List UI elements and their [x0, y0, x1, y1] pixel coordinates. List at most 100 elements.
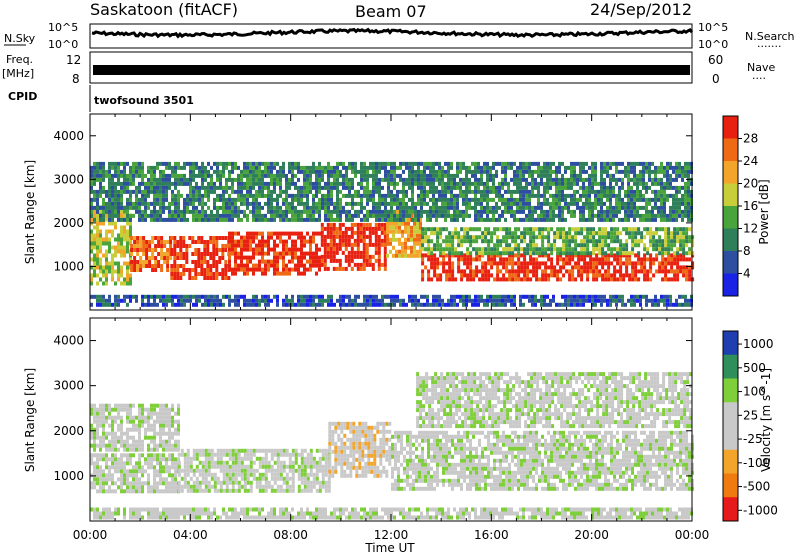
heatmap-cell — [516, 169, 519, 174]
heatmap-cell — [249, 173, 252, 178]
nsearch-tick-low: 10^0 — [698, 38, 728, 51]
heatmap-cell — [273, 189, 276, 194]
heatmap-cell — [169, 244, 173, 248]
heatmap-cell — [171, 302, 174, 307]
heatmap-cell — [507, 197, 510, 202]
heatmap-cell — [438, 294, 441, 299]
heatmap-cell — [649, 269, 653, 274]
heatmap-cell — [561, 181, 564, 186]
heatmap-cell — [420, 193, 423, 198]
heatmap-cell — [682, 227, 686, 232]
heatmap-cell — [398, 237, 401, 242]
heatmap-cell — [630, 177, 633, 182]
heatmap-cell — [676, 227, 680, 232]
heatmap-cell — [528, 161, 531, 166]
heatmap-cell — [243, 247, 246, 252]
heatmap-cell — [273, 181, 276, 186]
heatmap-cell — [601, 235, 605, 240]
heatmap-cell — [195, 165, 198, 170]
heatmap-cell — [93, 269, 96, 274]
heatmap-cell — [682, 251, 686, 256]
heatmap-cell — [194, 268, 198, 272]
heatmap-cell — [147, 201, 150, 206]
heatmap-cell — [150, 294, 153, 299]
heatmap-cell — [362, 258, 366, 263]
heatmap-cell — [111, 197, 114, 202]
heatmap-cell — [347, 242, 351, 247]
heatmap-cell — [219, 193, 222, 198]
heatmap-cell — [174, 201, 177, 206]
heatmap-cell — [255, 294, 258, 299]
heatmap-cell — [594, 302, 597, 307]
heatmap-cell — [279, 169, 282, 174]
heatmap-cell — [568, 251, 572, 256]
heatmap-cell — [481, 261, 485, 266]
heatmap-cell — [243, 243, 246, 248]
heatmap-cell — [300, 193, 303, 198]
heatmap-cell — [586, 277, 590, 282]
heatmap-cell — [451, 235, 455, 240]
heatmap-cell — [288, 298, 291, 303]
nave-tick-high: 60 — [708, 53, 723, 67]
heatmap-cell — [507, 185, 510, 190]
heatmap-cell — [383, 242, 387, 247]
heatmap-cell — [348, 201, 351, 206]
heatmap-cell — [377, 250, 381, 255]
heatmap-cell — [300, 271, 303, 276]
heatmap-cell — [372, 298, 375, 303]
heatmap-cell — [342, 294, 345, 299]
heatmap-cell — [594, 169, 597, 174]
heatmap-cell — [216, 294, 219, 299]
heatmap-cell — [637, 257, 641, 262]
heatmap-cell — [483, 165, 486, 170]
heatmap-cell — [312, 298, 315, 303]
heatmap-cell — [574, 247, 578, 252]
heatmap-cell — [675, 302, 678, 307]
colorbar-swatch — [723, 251, 738, 274]
heatmap-cell — [511, 251, 515, 256]
heatmap-cell — [432, 189, 435, 194]
heatmap-cell — [582, 189, 585, 194]
heatmap-cell — [565, 269, 569, 274]
heatmap-cell — [330, 173, 333, 178]
heatmap-cell — [148, 248, 152, 252]
heatmap-cell — [477, 294, 480, 299]
heatmap-cell — [658, 239, 662, 244]
heatmap-cell — [615, 193, 618, 198]
heatmap-cell — [583, 235, 587, 240]
heatmap-cell — [186, 177, 189, 182]
heatmap-cell — [395, 229, 398, 234]
heatmap-cell — [383, 254, 387, 259]
heatmap-cell — [606, 209, 609, 214]
heatmap-cell — [276, 243, 279, 248]
heatmap-cell — [678, 213, 681, 218]
heatmap-cell — [663, 169, 666, 174]
heatmap-cell — [597, 209, 600, 214]
heatmap-cell — [685, 277, 689, 282]
heatmap-cell — [657, 181, 660, 186]
heatmap-cell — [138, 173, 141, 178]
heatmap-cell — [384, 161, 387, 166]
heatmap-cell — [541, 243, 545, 248]
heatmap-cell — [448, 247, 452, 252]
heatmap-cell — [153, 209, 156, 214]
heatmap-cell — [222, 193, 225, 198]
colorbar-tick-label: 4 — [743, 267, 751, 281]
heatmap-cell — [636, 189, 639, 194]
heatmap-cell — [312, 239, 315, 244]
heatmap-cell — [114, 249, 117, 254]
heatmap-cell — [335, 258, 339, 263]
heatmap-cell — [231, 189, 234, 194]
heatmap-cell — [240, 243, 243, 248]
heatmap-cell — [375, 177, 378, 182]
heatmap-cell — [537, 189, 540, 194]
heatmap-cell — [667, 253, 671, 258]
heatmap-cell — [546, 165, 549, 170]
heatmap-cell — [165, 185, 168, 190]
heatmap-cell — [206, 260, 210, 264]
heatmap-cell — [356, 222, 360, 227]
heatmap-cell — [135, 298, 138, 303]
heatmap-cell — [330, 209, 333, 214]
heatmap-cell — [345, 165, 348, 170]
heatmap-cell — [445, 243, 449, 248]
